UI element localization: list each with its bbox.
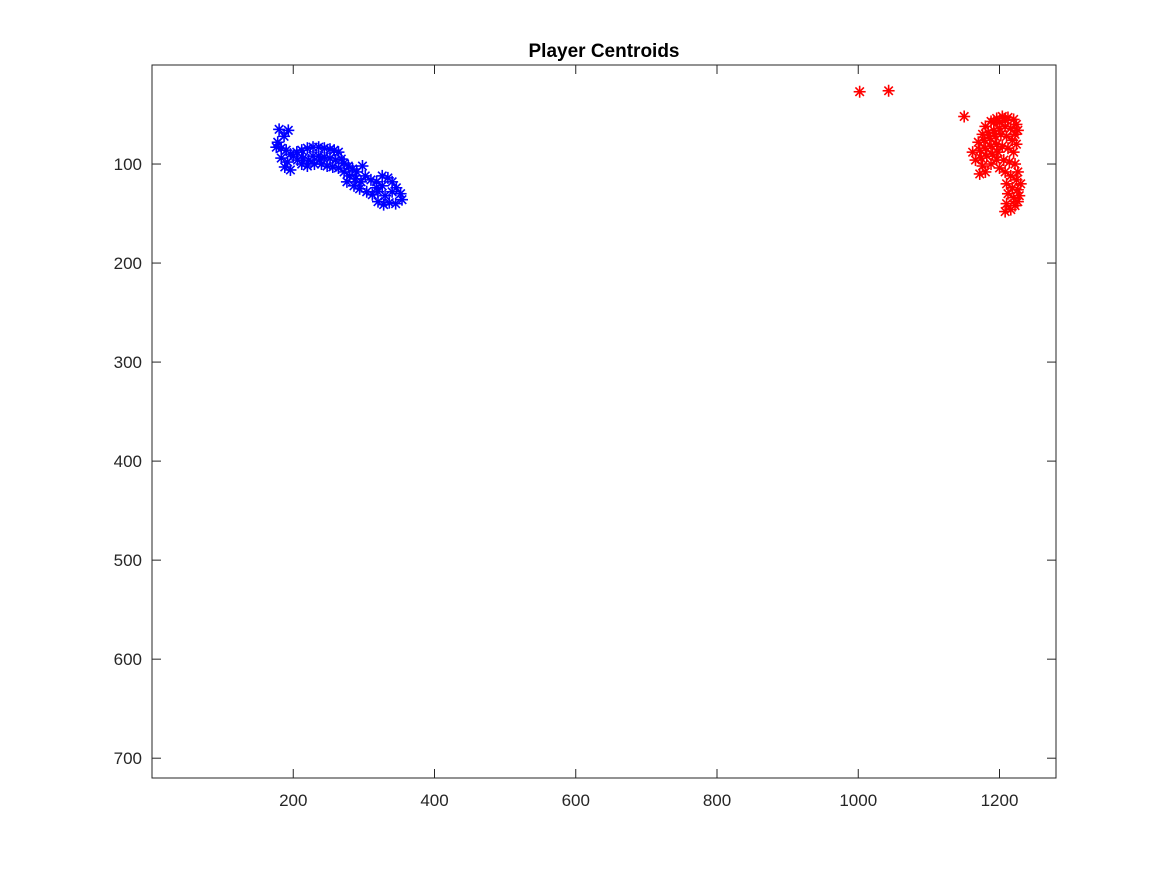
- x-tick-label: 600: [562, 791, 590, 810]
- data-point: [1000, 197, 1013, 210]
- data-point: [301, 160, 314, 173]
- data-point: [1007, 146, 1020, 159]
- data-point: [314, 154, 327, 167]
- data-point: [1001, 187, 1014, 200]
- data-point: [396, 193, 409, 206]
- series-0: [270, 123, 409, 211]
- data-point: [1013, 189, 1026, 202]
- data-point: [278, 130, 291, 143]
- plot-area: [270, 84, 1027, 218]
- y-tick-label: 400: [114, 452, 142, 471]
- x-tick-label: 1000: [839, 791, 877, 810]
- y-tick-label: 600: [114, 650, 142, 669]
- data-point: [973, 167, 986, 180]
- data-point: [985, 140, 998, 153]
- data-point: [966, 146, 979, 159]
- data-point: [882, 84, 895, 97]
- axes-box: [151, 64, 1057, 779]
- y-tick-label: 300: [114, 353, 142, 372]
- data-point: [979, 165, 992, 178]
- chart-title: Player Centroids: [529, 41, 680, 62]
- data-point: [379, 189, 392, 202]
- data-point: [376, 179, 389, 192]
- data-point: [1009, 199, 1022, 212]
- data-point: [958, 110, 971, 123]
- axes-ticks: 200 400 600 800 1000 1200 100 200 300 400 500 600 70…: [114, 65, 1056, 810]
- data-point: [275, 152, 288, 165]
- x-tick-label: 800: [703, 791, 731, 810]
- data-point: [992, 146, 1005, 159]
- data-point: [999, 114, 1012, 127]
- data-point: [386, 185, 399, 198]
- data-point: [356, 160, 369, 173]
- data-point: [282, 124, 295, 137]
- x-tick-label: 1200: [981, 791, 1019, 810]
- data-point: [273, 123, 286, 136]
- x-tick-label: 200: [279, 791, 307, 810]
- data-point: [359, 169, 372, 182]
- y-tick-label: 100: [114, 155, 142, 174]
- y-tick-label: 200: [114, 254, 142, 273]
- series-1: [853, 84, 1027, 218]
- data-point: [853, 85, 866, 98]
- y-tick-label: 500: [114, 551, 142, 570]
- data-point: [372, 195, 384, 208]
- data-point: [284, 163, 297, 176]
- data-point: [1014, 177, 1027, 190]
- x-tick-label: 400: [420, 791, 448, 810]
- y-tick-label: 700: [114, 749, 142, 768]
- data-point: [999, 205, 1012, 218]
